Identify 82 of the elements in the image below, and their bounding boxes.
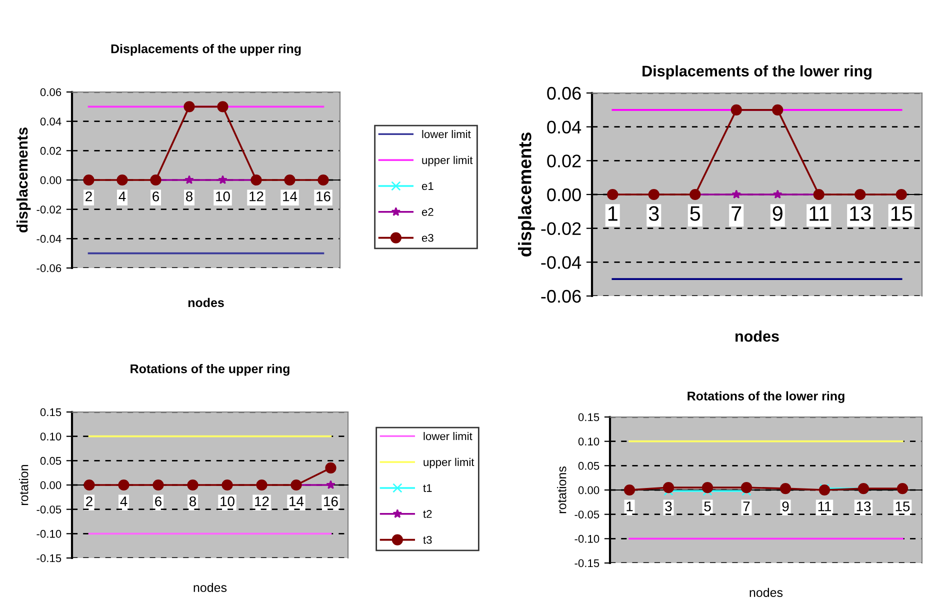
chart-title: Rotations of the upper ring [130, 364, 290, 376]
x-tick-label: 15 [896, 502, 910, 512]
y-tick-label: -0.06 [541, 290, 581, 303]
y-tick-label: -0.06 [36, 264, 62, 272]
x-tick-label: 12 [250, 191, 264, 202]
x-tick-label: 5 [704, 502, 711, 512]
y-tick-label: 0.00 [578, 486, 600, 494]
chart-title: Displacements of the lower ring [642, 65, 872, 80]
x-tick-label: 7 [743, 502, 750, 512]
y-tick-label: 0.05 [578, 462, 600, 470]
x-tick-label: 3 [665, 501, 672, 512]
y-tick-label: -0.02 [36, 206, 62, 214]
y-tick-label: 0.02 [547, 154, 581, 168]
legend-label: lower limit [424, 432, 472, 440]
y-axis-title: rotations [557, 466, 566, 514]
y-tick-label: 0.15 [40, 408, 62, 416]
y-tick-label: 0.04 [547, 120, 582, 134]
y-tick-label: -0.02 [541, 222, 581, 236]
x-tick-label: 8 [186, 191, 193, 202]
x-tick-label: 16 [324, 496, 338, 506]
y-tick-label: 0.10 [578, 438, 600, 446]
y-tick-label: -0.04 [36, 234, 62, 243]
x-tick-label: 10 [216, 191, 230, 202]
chart-title: Displacements of the upper ring [111, 44, 301, 56]
x-tick-label: 15 [891, 206, 912, 221]
y-tick-label: 0.00 [40, 481, 62, 490]
x-tick-label: 9 [782, 501, 789, 512]
y-tick-label: 0.04 [40, 118, 62, 126]
x-tick-label: 11 [810, 206, 829, 221]
chart-title: Rotations of the lower ring [688, 391, 844, 403]
x-tick-label: 1 [608, 206, 618, 221]
x-tick-label: 4 [118, 192, 126, 202]
y-axis-title: displacements [16, 128, 31, 232]
y-tick-label: -0.15 [36, 554, 62, 562]
y-tick-label: 0.00 [40, 176, 62, 184]
x-tick-label: 8 [189, 496, 196, 506]
legend-label: t1 [423, 484, 432, 492]
legend-label: lower limit [422, 130, 471, 138]
x-tick-label: 7 [732, 206, 742, 221]
y-tick-label: -0.10 [574, 534, 600, 543]
legend-label: t2 [423, 510, 432, 518]
x-tick-label: 14 [283, 192, 298, 202]
y-tick-label: 0.05 [40, 456, 62, 465]
x-axis-title: nodes [194, 582, 227, 592]
x-tick-label: 2 [86, 191, 92, 202]
y-tick-label: -0.04 [541, 256, 582, 269]
x-tick-label: 4 [120, 496, 128, 506]
y-tick-label: 0.10 [40, 432, 62, 440]
y-tick-label: 0.00 [547, 188, 581, 202]
y-axis-title: rotation [19, 464, 28, 506]
y-tick-label: -0.10 [36, 530, 62, 538]
x-tick-label: 13 [856, 501, 871, 512]
x-tick-label: 5 [690, 206, 700, 221]
x-tick-label: 13 [850, 206, 871, 221]
y-tick-label: 0.06 [40, 88, 62, 96]
y-tick-label: 0.06 [547, 86, 581, 100]
legend-label: e2 [422, 208, 434, 216]
x-tick-label: 3 [648, 206, 659, 221]
x-axis-title: nodes [736, 330, 779, 342]
y-tick-label: -0.15 [574, 559, 600, 568]
y-tick-label: 0.15 [578, 413, 600, 422]
legend-label: upper limit [422, 156, 473, 166]
legend-label: t3 [423, 536, 432, 544]
x-tick-label: 14 [290, 496, 304, 506]
x-tick-label: 10 [220, 496, 234, 506]
x-tick-label: 6 [155, 496, 162, 506]
legend-label: e3 [422, 234, 434, 242]
x-tick-label: 2 [86, 496, 92, 506]
y-axis-title: displacements [518, 132, 535, 256]
y-tick-label: -0.05 [574, 510, 600, 518]
x-tick-label: 12 [255, 496, 269, 506]
legend-label: e1 [422, 182, 434, 190]
y-tick-label: 0.02 [40, 146, 62, 155]
y-tick-label: -0.05 [36, 506, 62, 514]
x-tick-label: 16 [316, 191, 330, 202]
x-axis-title: nodes [188, 298, 224, 308]
x-tick-label: 1 [626, 502, 633, 512]
x-axis-title: nodes [750, 588, 783, 597]
x-tick-label: 6 [152, 191, 159, 202]
legend-label: upper limit [424, 458, 474, 468]
x-tick-label: 11 [818, 502, 832, 512]
x-tick-label: 9 [772, 206, 782, 221]
